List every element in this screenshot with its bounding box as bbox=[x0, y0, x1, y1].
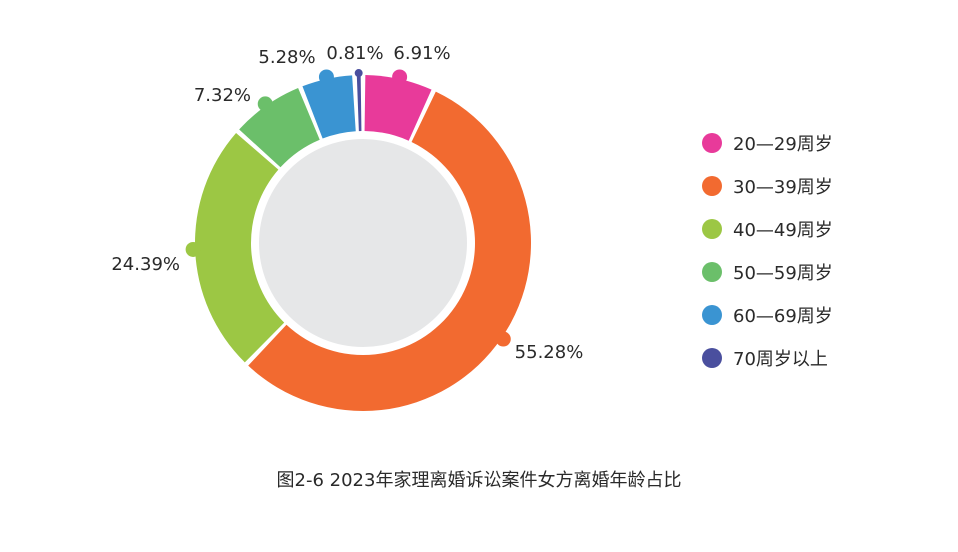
slice-label-20-29: 6.91% bbox=[393, 43, 450, 64]
legend-label: 50—59周岁 bbox=[733, 262, 833, 284]
slice-marker-30-39 bbox=[495, 331, 511, 347]
slice-marker-20-29 bbox=[392, 69, 408, 85]
donut-center-disc bbox=[259, 139, 467, 347]
slice-marker-70-plus bbox=[354, 69, 363, 78]
legend-swatch bbox=[702, 218, 722, 239]
slice-marker-50-59 bbox=[257, 96, 273, 112]
legend-label: 70周岁以上 bbox=[733, 348, 828, 370]
legend-swatch bbox=[702, 175, 722, 196]
legend-item-40-49: 40—49周岁 bbox=[702, 207, 833, 250]
slice-label-30-39: 55.28% bbox=[515, 342, 584, 363]
legend-item-20-29: 20—29周岁 bbox=[702, 121, 833, 164]
legend-label: 40—49周岁 bbox=[733, 219, 833, 241]
slice-label-50-59: 7.32% bbox=[194, 85, 251, 106]
slice-70-plus bbox=[356, 75, 362, 132]
legend-swatch bbox=[702, 261, 722, 282]
legend-label: 60—69周岁 bbox=[733, 305, 833, 327]
legend-item-50-59: 50—59周岁 bbox=[702, 250, 833, 293]
legend-item-70-plus: 70周岁以上 bbox=[702, 336, 833, 379]
legend-label: 20—29周岁 bbox=[733, 133, 833, 155]
slice-30-39 bbox=[248, 91, 531, 411]
legend-label: 30—39周岁 bbox=[733, 176, 833, 198]
legend-item-30-39: 30—39周岁 bbox=[702, 164, 833, 207]
slice-60-69 bbox=[302, 75, 356, 139]
slice-marker-40-49 bbox=[185, 241, 201, 257]
legend-swatch bbox=[702, 304, 722, 325]
legend-item-60-69: 60—69周岁 bbox=[702, 293, 833, 336]
legend: 20—29周岁 30—39周岁 40—49周岁 50—59周岁 60—69周岁 … bbox=[702, 121, 833, 379]
slice-label-70-plus: 0.81% bbox=[326, 43, 383, 64]
legend-swatch bbox=[702, 347, 722, 368]
slice-40-49 bbox=[195, 132, 285, 363]
slice-label-60-69: 5.28% bbox=[258, 47, 315, 68]
slice-20-29 bbox=[364, 75, 432, 141]
legend-swatch bbox=[702, 132, 722, 153]
slice-label-40-49: 24.39% bbox=[111, 254, 180, 275]
slice-marker-60-69 bbox=[318, 69, 334, 85]
slice-50-59 bbox=[239, 88, 320, 168]
chart-caption: 图2-6 2023年家理离婚诉讼案件女方离婚年龄占比 bbox=[276, 470, 682, 491]
